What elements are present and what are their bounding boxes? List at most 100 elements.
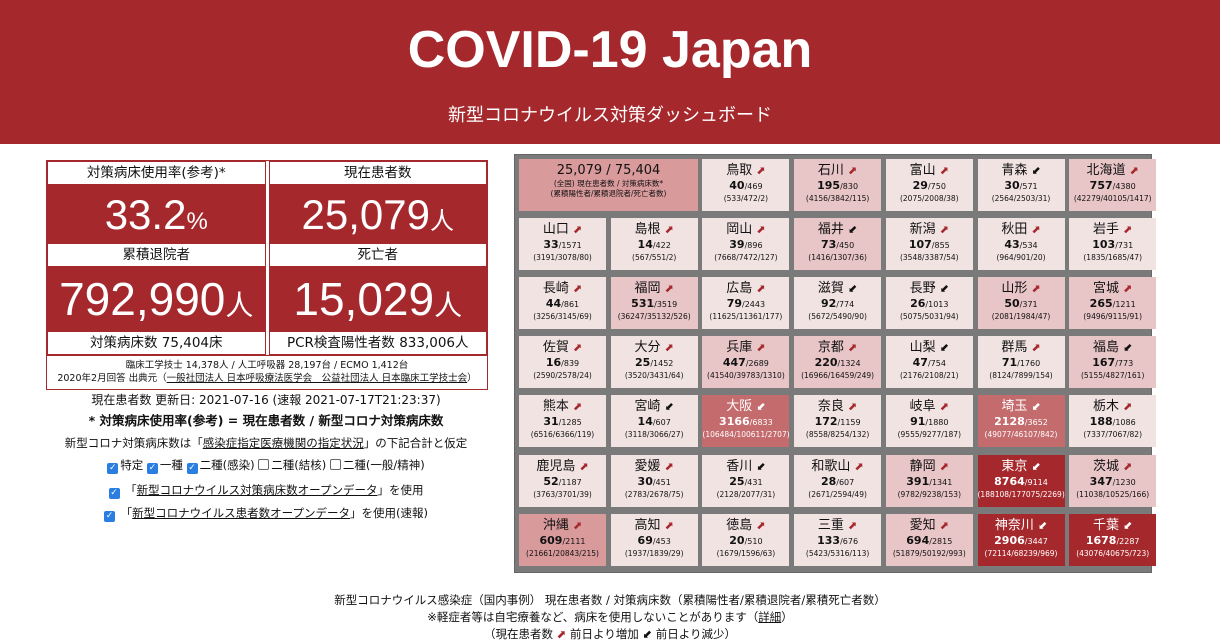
prefecture-tile[interactable]: 栃木 ⬈ 188/1086 (7337/7067/82) — [1069, 395, 1157, 448]
prefecture-name: 大分 ⬈ — [634, 340, 674, 356]
prefecture-tile[interactable]: 静岡 ⬈ 391/1341 (9782/9238/153) — [885, 454, 973, 507]
prefecture-name: 和歌山 ⬈ — [811, 458, 864, 474]
prefecture-tile[interactable]: 青森 ⬋ 30/571 (2564/2503/31) — [977, 159, 1065, 211]
arrow-up-icon: ⬈ — [1031, 282, 1041, 296]
current-patients-value: 25,079人 — [268, 185, 487, 243]
prefecture-tile[interactable]: 熊本 ⬈ 31/1285 (6516/6366/119) — [519, 395, 606, 448]
prefecture-tile[interactable]: 大阪 ⬋ 3166/6833 (106484/100611/2707) — [702, 395, 790, 448]
beds-opendata-source: ✓ 「新型コロナウイルス対策病床数オープンデータ」を使用 — [108, 483, 424, 499]
prefecture-name: 宮崎 ⬋ — [634, 399, 674, 415]
prefecture-tile[interactable]: 茨城 ⬈ 347/1230 (11038/10525/166) — [1069, 454, 1157, 507]
prefecture-name: 宮城 ⬈ — [1093, 281, 1133, 297]
prefecture-tile[interactable]: 宮崎 ⬋ 14/607 (3118/3066/27) — [610, 395, 698, 448]
prefecture-tile[interactable]: 佐賀 ⬈ 16/839 (2590/2578/24) — [519, 336, 606, 389]
equipment-source-line: 2020年2月回答 出典元（一般社団法人 日本呼吸療法医学会 公益社団法人 日本… — [57, 373, 477, 384]
prefecture-tile[interactable]: 沖縄 ⬈ 609/2111 (21661/20843/215) — [519, 513, 606, 566]
prefecture-name: 香川 ⬋ — [726, 458, 766, 474]
beds-opendata-link[interactable]: 新型コロナウイルス対策病床数オープンデータ — [136, 483, 378, 497]
prefecture-tile[interactable]: 富山 ⬈ 29/750 (2075/2008/38) — [885, 159, 973, 211]
prefecture-tile[interactable]: 京都 ⬈ 220/1324 (16966/16459/249) — [794, 336, 882, 389]
prefecture-tile[interactable]: 香川 ⬋ 25/431 (2128/2077/31) — [702, 454, 790, 507]
prefecture-tile[interactable]: 滋賀 ⬋ 92/774 (5672/5490/90) — [794, 277, 882, 330]
prefecture-tile[interactable]: 岩手 ⬈ 103/731 (1835/1685/47) — [1069, 218, 1157, 271]
prefecture-tile[interactable]: 北海道 ⬈ 757/4380 (42279/40105/1417) — [1069, 159, 1157, 211]
arrow-up-icon: ⬈ — [939, 518, 949, 532]
prefecture-tile[interactable]: 福井 ⬋ 73/450 (1416/1307/36) — [794, 218, 882, 271]
prefecture-tile[interactable]: 三重 ⬈ 133/676 (5423/5316/113) — [794, 513, 882, 566]
designation-status-link[interactable]: 感染症指定医療機関の指定状況 — [202, 436, 364, 450]
prefecture-tile[interactable]: 千葉 ⬋ 1678/2287 (43076/40675/723) — [1069, 513, 1157, 566]
prefecture-tile[interactable]: 奈良 ⬈ 172/1159 (8558/8254/132) — [794, 395, 882, 448]
details-link[interactable]: 詳細 — [758, 610, 782, 624]
arrow-up-icon: ⬈ — [1123, 459, 1133, 473]
prefecture-name: 栃木 ⬈ — [1093, 399, 1133, 415]
prefecture-tile[interactable]: 和歌山 ⬈ 28/607 (2671/2594/49) — [794, 454, 882, 507]
prefecture-cumulative: (72114/68239/969) — [984, 548, 1058, 558]
prefecture-tile[interactable]: 岡山 ⬈ 39/896 (7668/7472/127) — [702, 218, 790, 271]
prefecture-patients-beds: 167/773 — [1092, 356, 1134, 370]
prefecture-name: 熊本 ⬈ — [542, 399, 583, 415]
prefecture-tile[interactable]: 神奈川 ⬋ 2906/3447 (72114/68239/969) — [977, 513, 1065, 566]
prefecture-cumulative: (3256/3145/69) — [533, 312, 592, 322]
prefecture-name: 佐賀 ⬈ — [542, 340, 583, 356]
prefecture-cumulative: (533/472/2) — [723, 194, 769, 203]
patients-opendata-link[interactable]: 新型コロナウイルス患者数オープンデータ — [132, 506, 350, 520]
prefecture-cumulative: (1679/1596/63) — [716, 548, 776, 558]
prefecture-patients-beds: 71/1760 — [1001, 356, 1041, 370]
prefecture-cumulative: (11625/11361/177) — [709, 312, 783, 322]
prefecture-name: 奈良 ⬈ — [817, 399, 858, 415]
checkbox-isshu[interactable]: ✓ 一種 — [146, 458, 183, 474]
prefecture-tile[interactable]: 山梨 ⬋ 47/754 (2176/2108/21) — [885, 336, 973, 389]
prefecture-name: 沖縄 ⬈ — [542, 517, 583, 533]
prefecture-tile[interactable]: 鹿児島 ⬈ 52/1187 (3763/3701/39) — [519, 454, 606, 507]
prefecture-tile[interactable]: 愛媛 ⬈ 30/451 (2783/2678/75) — [610, 454, 698, 507]
prefecture-tile[interactable]: 秋田 ⬈ 43/534 (964/901/20) — [977, 218, 1065, 271]
checkbox-beds-opendata[interactable]: ✓ — [108, 488, 120, 499]
prefecture-tile[interactable]: 長野 ⬋ 26/1013 (5075/5031/94) — [885, 277, 973, 330]
prefecture-name: 愛媛 ⬈ — [634, 458, 674, 474]
prefecture-tile[interactable]: 広島 ⬈ 79/2443 (11625/11361/177) — [702, 277, 790, 330]
prefecture-tile[interactable]: 大分 ⬈ 25/1452 (3520/3431/64) — [610, 336, 698, 389]
arrow-down-icon: ⬋ — [1031, 459, 1041, 473]
prefecture-tile[interactable]: 岐阜 ⬈ 91/1880 (9555/9277/187) — [885, 395, 973, 448]
checkbox-patients-opendata[interactable]: ✓ — [104, 511, 116, 522]
checkbox-nishu-kansen[interactable]: ✓ 二種(感染) — [186, 458, 255, 474]
prefecture-patients-beds: 265/1211 — [1089, 297, 1136, 311]
checkbox-nishu-ippan[interactable]: 二種(一般/精神) — [329, 458, 425, 472]
equipment-source-link[interactable]: 一般社団法人 日本呼吸療法医学会 公益社団法人 日本臨床工学技士会 — [166, 373, 468, 384]
prefecture-tile[interactable]: 徳島 ⬈ 20/510 (1679/1596/63) — [702, 513, 790, 566]
checkbox-tokutei[interactable]: ✓ 特定 — [107, 458, 144, 474]
prefecture-tile[interactable]: 福島 ⬋ 167/773 (5155/4827/161) — [1069, 336, 1157, 389]
prefecture-tile[interactable]: 福岡 ⬈ 531/3519 (36247/35132/526) — [610, 277, 698, 330]
prefecture-patients-beds: 1678/2287 — [1085, 533, 1140, 547]
prefecture-tile[interactable]: 東京 ⬋ 8764/9114 (188108/177075/2269) — [977, 454, 1065, 507]
checkbox-unchecked-icon — [329, 459, 341, 470]
prefecture-tile[interactable]: 高知 ⬈ 69/453 (1937/1839/29) — [610, 513, 698, 566]
prefecture-tile[interactable]: 愛知 ⬈ 694/2815 (51879/50192/993) — [885, 513, 973, 566]
prefecture-patients-beds: 26/1013 — [910, 297, 949, 311]
prefecture-tile[interactable]: 宮城 ⬈ 265/1211 (9496/9115/91) — [1069, 277, 1157, 330]
arrow-up-icon: ⬈ — [848, 164, 858, 177]
prefecture-cumulative: (5155/4827/161) — [1080, 371, 1145, 381]
prefecture-cumulative: (9782/9238/153) — [897, 489, 961, 499]
prefecture-tile[interactable]: 新潟 ⬈ 107/855 (3548/3387/54) — [885, 218, 973, 271]
prefecture-name: 神奈川 ⬋ — [994, 517, 1048, 533]
checkbox-nishu-kekkaku[interactable]: 二種(結核) — [258, 458, 326, 472]
prefecture-tile[interactable]: 長崎 ⬈ 44/861 (3256/3145/69) — [519, 277, 606, 330]
header: COVID-19 Japan 新型コロナウイルス対策ダッシュボード — [0, 0, 1220, 144]
prefecture-tile[interactable]: 群馬 ⬈ 71/1760 (8124/7899/154) — [977, 336, 1065, 389]
bed-type-checkboxes: ✓ 特定 ✓ 一種 ✓ 二種(感染) 二種(結核) 二種(一般/精神) — [34, 457, 498, 474]
prefecture-cumulative: (5423/5316/113) — [805, 548, 870, 558]
prefecture-tile[interactable]: 島根 ⬈ 14/422 (567/551/2) — [610, 218, 698, 271]
prefecture-cumulative: (3763/3701/39) — [533, 489, 592, 499]
prefecture-cumulative: (9496/9115/91) — [1083, 312, 1142, 322]
arrow-up-icon: ⬈ — [1123, 282, 1133, 296]
prefecture-cumulative: (3118/3066/27) — [624, 430, 684, 440]
prefecture-tile[interactable]: 鳥取 ⬈ 40/469 (533/472/2) — [702, 159, 790, 211]
prefecture-tile[interactable]: 山口 ⬈ 33/1571 (3191/3078/80) — [519, 218, 606, 271]
prefecture-tile[interactable]: 埼玉 ⬋ 2128/3652 (49077/46107/842) — [977, 395, 1065, 448]
prefecture-tile[interactable]: 兵庫 ⬈ 447/2689 (41540/39783/1310) — [702, 336, 790, 389]
prefecture-tile[interactable]: 山形 ⬈ 50/371 (2081/1984/47) — [977, 277, 1065, 330]
prefecture-tile[interactable]: 石川 ⬈ 195/830 (4156/3842/115) — [794, 159, 882, 211]
prefecture-name: 徳島 ⬈ — [726, 517, 766, 533]
